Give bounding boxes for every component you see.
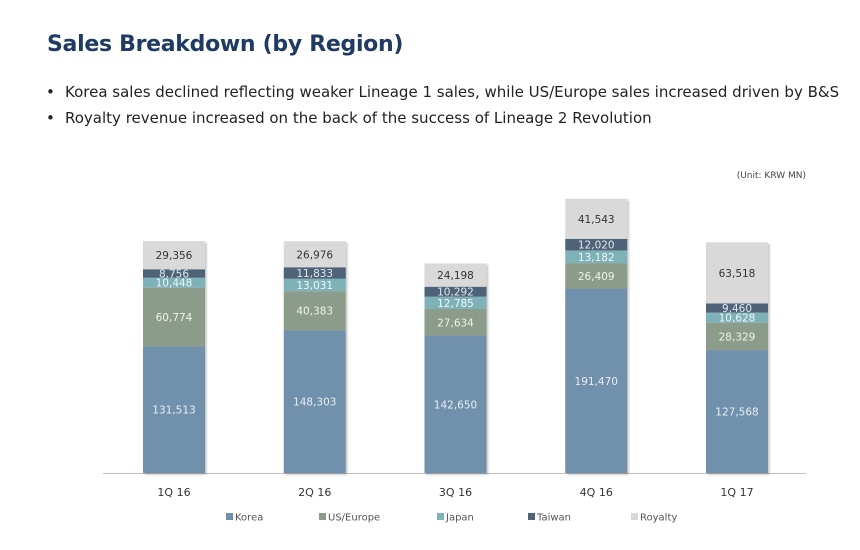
bar-segment-taiwan [283, 267, 346, 279]
bar-segment-useurope [706, 322, 768, 351]
data-label: 28,329 [719, 331, 756, 343]
bar-segment-taiwan [424, 286, 487, 297]
bar-segment-royalty [424, 263, 487, 287]
bar-segment-taiwan [706, 303, 768, 313]
data-label: 131,513 [152, 405, 195, 417]
data-label: 10,448 [156, 278, 193, 290]
legend-label: Taiwan [536, 513, 571, 524]
data-label: 26,976 [296, 249, 333, 261]
x-tick-label: 2Q 16 [298, 486, 331, 499]
legend-label: Royalty [640, 513, 677, 524]
data-label: 40,383 [296, 306, 333, 318]
bar-segment-taiwan [565, 238, 628, 251]
legend-label: Japan [445, 513, 474, 524]
bar-segment-korea [283, 330, 346, 473]
data-label: 191,470 [575, 376, 618, 388]
legend-label: US/Europe [328, 513, 380, 524]
data-label: 26,409 [578, 271, 615, 283]
data-label: 13,182 [578, 252, 615, 264]
bar-segment-japan [706, 312, 768, 323]
bar-segment-useurope [565, 263, 628, 289]
bar-segment-japan [143, 277, 205, 288]
data-label: 27,634 [437, 317, 474, 329]
legend-swatch [319, 513, 326, 520]
data-label: 29,356 [156, 250, 193, 262]
bar-stack [283, 241, 346, 473]
unit-label: (Unit: KRW MN) [736, 171, 806, 181]
data-label: 12,020 [578, 240, 615, 252]
data-label: 127,568 [715, 407, 758, 419]
bar-segment-royalty [706, 242, 768, 304]
data-label: 24,198 [437, 270, 474, 282]
bar-segment-useurope [424, 308, 487, 336]
data-label: 12,785 [437, 298, 474, 310]
bar-segment-japan [283, 278, 346, 292]
data-label: 10,292 [437, 287, 474, 299]
bar-segment-korea [424, 335, 487, 473]
data-label: 148,303 [293, 397, 336, 409]
x-tick-label: 1Q 16 [157, 486, 190, 499]
bar-stack [143, 241, 205, 473]
legend-swatch [226, 513, 233, 520]
bar-stack [706, 242, 768, 473]
bar-segment-useurope [143, 287, 205, 347]
legend-swatch [437, 513, 444, 520]
bar-segment-japan [424, 296, 487, 309]
data-label: 9,460 [722, 303, 752, 315]
x-tick-label: 4Q 16 [580, 486, 613, 499]
bar-segment-royalty [283, 241, 346, 268]
legend-label: Korea [235, 513, 263, 524]
data-label: 11,833 [296, 268, 333, 280]
legend-swatch [631, 513, 638, 520]
bullet-item: Royalty revenue increased on the back of… [46, 105, 839, 131]
bar-segment-taiwan [143, 269, 205, 278]
bar-segment-korea [706, 350, 768, 473]
x-tick-label: 1Q 17 [720, 486, 753, 499]
bar-segment-royalty [565, 198, 628, 239]
data-label: 13,031 [296, 280, 333, 292]
bar-segment-korea [565, 288, 628, 473]
bullet-list: Korea sales declined reflecting weaker L… [46, 79, 839, 131]
bar-segment-royalty [143, 241, 205, 270]
legend-swatch [528, 513, 535, 520]
bar-segment-useurope [283, 291, 346, 331]
bullet-item: Korea sales declined reflecting weaker L… [46, 79, 839, 105]
data-label: 10,628 [719, 313, 756, 325]
data-label: 142,650 [434, 399, 477, 411]
bar-segment-korea [143, 346, 205, 473]
data-label: 41,543 [578, 214, 615, 226]
bar-stack [565, 198, 628, 473]
x-tick-label: 3Q 16 [439, 486, 472, 499]
data-label: 60,774 [156, 312, 193, 324]
bar-stack [424, 263, 487, 473]
page-title: Sales Breakdown (by Region) [47, 32, 404, 57]
bar-segment-japan [565, 250, 628, 264]
data-label: 63,518 [719, 268, 756, 280]
data-label: 8,756 [159, 268, 189, 280]
